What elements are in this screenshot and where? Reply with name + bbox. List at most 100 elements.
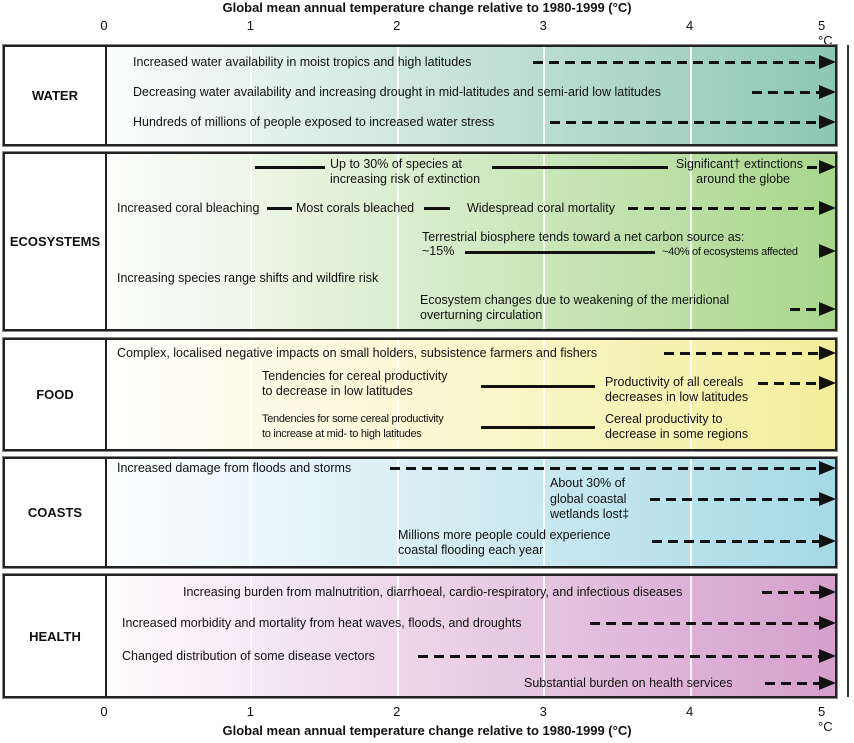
arrow-right-icon <box>819 585 836 599</box>
dashed-line <box>390 467 820 470</box>
arrow-right-icon <box>819 55 836 69</box>
arrow-right-icon <box>819 244 836 258</box>
impact-text: Ecosystem changes due to weakening of th… <box>420 293 730 307</box>
dashed-line <box>628 207 820 210</box>
dashed-line <box>762 591 820 594</box>
gridline <box>689 47 692 144</box>
arrow-right-icon <box>819 492 836 506</box>
dashed-line <box>790 308 818 311</box>
impact-text: Increased morbidity and mortality from h… <box>122 616 522 630</box>
gridline <box>250 47 253 144</box>
panel-ecosystems: ECOSYSTEMS <box>3 152 837 331</box>
impact-text: Increasing burden from malnutrition, dia… <box>183 585 683 599</box>
arrow-right-icon <box>819 616 836 630</box>
impact-text: Tendencies for cereal productivity <box>262 369 448 383</box>
top-axis-title: Global mean annual temperature change re… <box>222 0 632 15</box>
panel-label: WATER <box>5 47 107 144</box>
dashed-line <box>664 352 820 355</box>
arrow-right-icon <box>819 534 836 548</box>
arrow-right-icon <box>819 85 836 99</box>
gridline <box>250 340 253 449</box>
dashed-line <box>652 540 820 543</box>
impact-text: Widespread coral mortality <box>467 201 615 215</box>
arrow-right-icon <box>819 676 836 690</box>
gridline <box>543 459 546 566</box>
top-tick-label: 4 <box>685 18 694 33</box>
panel-food: FOOD <box>3 338 837 451</box>
bottom-tick-label: 0 <box>100 704 108 719</box>
gridline <box>543 154 546 329</box>
impact-text: Increased water availability in moist tr… <box>133 55 472 69</box>
impact-text: ~15% <box>422 244 455 258</box>
gridline <box>689 154 692 329</box>
solid-line <box>424 207 450 210</box>
gridline <box>396 576 399 696</box>
impact-text: Productivity of all cereals <box>605 375 744 389</box>
impact-text: global coastal <box>550 492 627 506</box>
dashed-line <box>533 61 820 64</box>
top-tick-label: 3 <box>539 18 547 33</box>
dashed-line <box>650 498 820 501</box>
right-bracket <box>847 45 849 697</box>
gridline <box>396 154 399 329</box>
impact-text: to increase at mid- to high latitudes <box>262 428 422 440</box>
dashed-line <box>418 655 820 658</box>
arrow-right-icon <box>819 346 836 360</box>
gridline <box>250 154 253 329</box>
bottom-axis-title: Global mean annual temperature change re… <box>222 723 632 738</box>
top-tick-label: 1 <box>246 18 255 33</box>
impact-text: Most corals bleached <box>296 201 415 215</box>
impact-text: Changed distribution of some disease vec… <box>122 649 375 663</box>
impact-text: Significant† extinctions <box>675 157 803 171</box>
gridline <box>396 47 399 144</box>
panel-health: HEALTH <box>3 574 837 698</box>
bottom-tick-label: 2 <box>393 704 401 719</box>
gridline <box>396 340 399 449</box>
impact-text: Terrestrial biosphere tends toward a net… <box>422 230 745 244</box>
impact-text: Substantial burden on health services <box>524 676 733 690</box>
impact-text: coastal flooding each year <box>398 543 544 557</box>
impact-text: Tendencies for some cereal productivity <box>262 413 444 425</box>
gridline <box>689 576 692 696</box>
impact-text: Millions more people could experience <box>398 528 611 542</box>
solid-line <box>481 385 595 388</box>
gridline <box>543 576 546 696</box>
bottom-tick-label: 5 °C <box>818 704 833 734</box>
gridline <box>543 47 546 144</box>
impact-text: ~40% of ecosystems affected <box>662 246 798 258</box>
impact-text: decreases in low latitudes <box>605 390 749 404</box>
arrow-right-icon <box>819 302 836 316</box>
panel-label: COASTS <box>5 459 107 566</box>
impact-text: Hundreds of millions of people exposed t… <box>133 115 495 129</box>
panel-label: ECOSYSTEMS <box>5 154 107 329</box>
gridline <box>250 459 253 566</box>
impact-text: Increased coral bleaching <box>117 201 260 215</box>
gridline <box>689 340 692 449</box>
dashed-line <box>758 382 820 385</box>
gridline <box>543 340 546 449</box>
impact-text: to decrease in low latitudes <box>262 384 413 398</box>
impact-text: around the globe <box>696 172 790 186</box>
impact-text: Increasing species range shifts and wild… <box>117 271 379 285</box>
impact-text: About 30% of <box>550 476 626 490</box>
solid-line <box>492 166 668 169</box>
impact-text: Cereal productivity to <box>605 412 723 426</box>
solid-line <box>465 251 655 254</box>
impact-text: Complex, localised negative impacts on s… <box>117 346 598 360</box>
bottom-tick-label: 1 <box>246 704 255 719</box>
arrow-right-icon <box>819 160 836 174</box>
dashed-line <box>590 622 820 625</box>
bottom-tick-label: 3 <box>539 704 547 719</box>
arrow-right-icon <box>819 115 836 129</box>
arrow-right-icon <box>819 461 836 475</box>
bottom-tick-label: 4 <box>685 704 694 719</box>
arrow-right-icon <box>819 376 836 390</box>
solid-line <box>255 166 325 169</box>
dashed-line <box>807 166 820 169</box>
impact-text: increasing risk of extinction <box>330 172 481 186</box>
top-tick-label: 0 <box>100 18 108 33</box>
solid-line <box>481 426 595 429</box>
gridline <box>250 576 253 696</box>
solid-line <box>267 207 292 210</box>
